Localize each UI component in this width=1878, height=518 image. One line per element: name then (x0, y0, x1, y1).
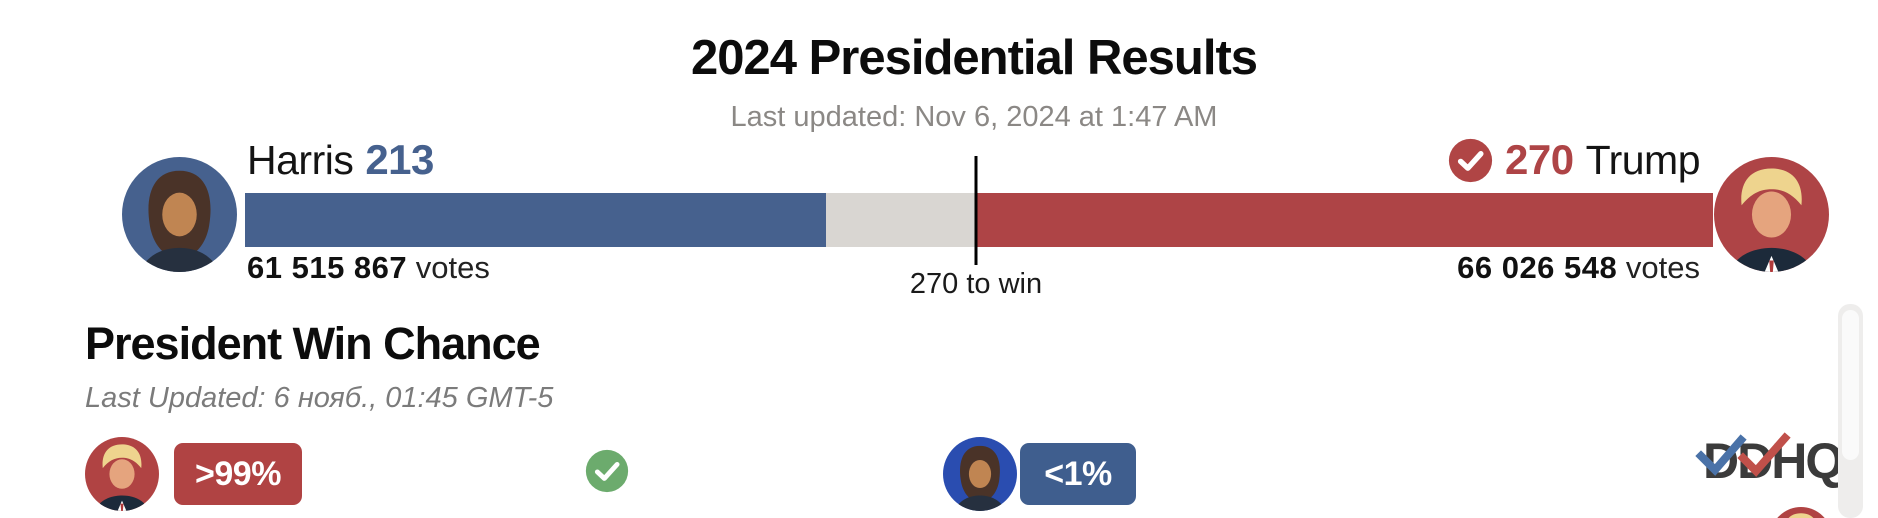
trump-headline: 270 Trump (1448, 136, 1701, 184)
bar-segment-undecided (826, 193, 977, 247)
logo-blue-check-icon (1695, 434, 1747, 476)
last-updated-text: Last updated: Nov 6, 2024 at 1:47 AM (730, 101, 1218, 133)
win-chance-title: President Win Chance (85, 318, 541, 369)
harris-votes-label: votes (415, 250, 490, 285)
bar-segment-trump (976, 193, 1713, 247)
threshold-marker (974, 156, 978, 265)
trump-vote-number: 66 026 548 (1457, 250, 1618, 285)
harris-vote-number: 61 515 867 (247, 250, 408, 285)
harris-headline: Harris 213 (247, 136, 434, 184)
race-called-check-icon (585, 449, 629, 493)
threshold-label: 270 to win (909, 268, 1043, 300)
trump-electoral-votes: 270 (1504, 136, 1574, 183)
harris-avatar (122, 157, 237, 272)
winner-check-icon (1448, 138, 1493, 182)
win-chance-last-updated: Last Updated: 6 нояб., 01:45 GMT-5 (85, 382, 554, 414)
trump-small-avatar (85, 437, 159, 511)
ddhq-logo[interactable]: DDHQ (1695, 432, 1853, 502)
scrollbar-thumb[interactable] (1842, 310, 1859, 460)
scrollbar-track (1838, 304, 1863, 518)
electoral-vote-bar (245, 156, 1713, 265)
bar-segment-harris (245, 193, 827, 247)
next-row-avatar-peek (1770, 507, 1832, 518)
trump-name: Trump (1585, 136, 1701, 183)
harris-small-avatar (943, 437, 1017, 511)
logo-check-icons (1695, 432, 1791, 477)
page-title: 2024 Presidential Results (690, 31, 1258, 85)
harris-win-chance-badge: <1% (1020, 443, 1136, 505)
logo-red-check-icon (1737, 432, 1791, 477)
harris-electoral-votes: 213 (365, 136, 434, 183)
trump-win-chance-badge: >99% (174, 443, 302, 505)
harris-vote-total: 61 515 867 votes (247, 250, 490, 286)
trump-vote-total: 66 026 548 votes (1457, 250, 1700, 286)
trump-votes-label: votes (1625, 250, 1700, 285)
trump-avatar (1714, 157, 1829, 272)
harris-name: Harris (247, 136, 354, 183)
